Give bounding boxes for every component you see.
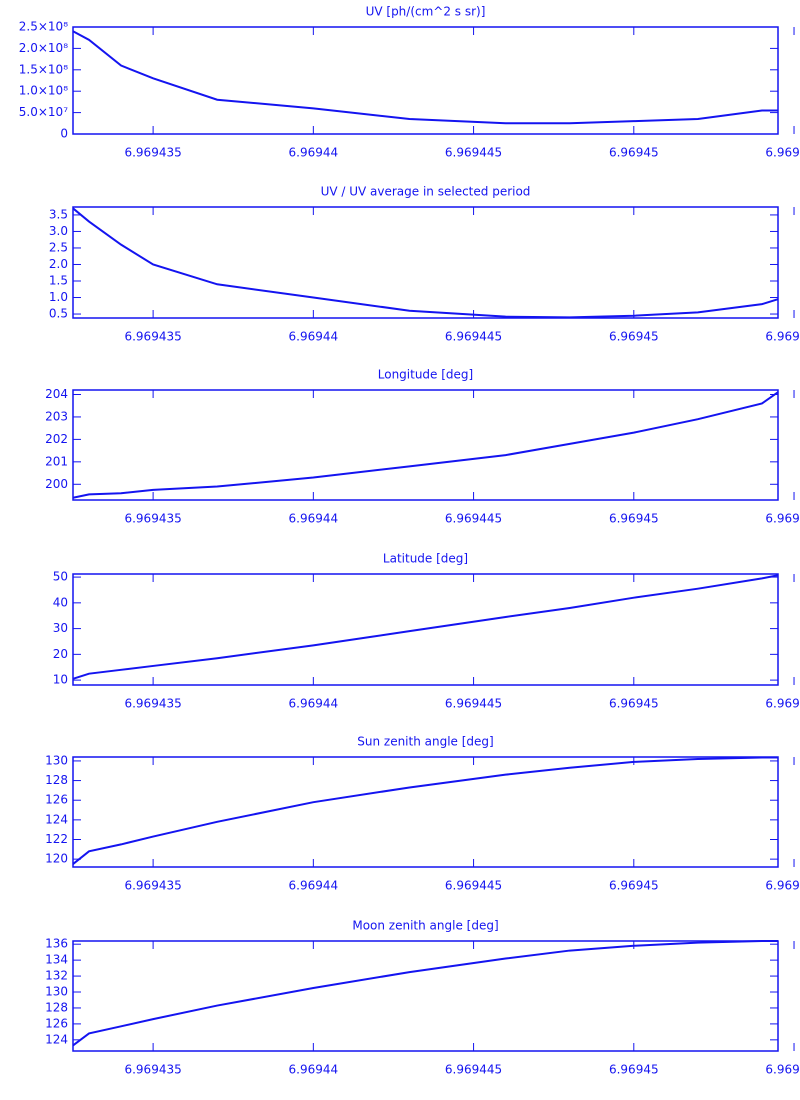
x-tick-label: 6.969435 xyxy=(124,879,181,893)
data-line xyxy=(72,391,779,499)
y-tick-label: 2.5 xyxy=(49,240,68,254)
panel-title: Latitude [deg] xyxy=(383,552,468,566)
panel-title: UV / UV average in selected period xyxy=(321,185,531,199)
x-tick-label: 6.969435 xyxy=(124,1063,181,1077)
x-tick-label: 6.969455 xyxy=(765,512,800,526)
x-tick-label: 6.969455 xyxy=(765,146,800,160)
y-tick-label: 122 xyxy=(45,832,68,846)
x-tick-label: 6.969435 xyxy=(124,146,181,160)
y-tick-label: 3.5 xyxy=(49,207,68,221)
x-tick-label: 6.96945 xyxy=(609,330,659,344)
x-tick-label: 6.969445 xyxy=(445,512,502,526)
y-tick-label: 3.0 xyxy=(49,224,68,238)
panel-title: UV [ph/(cm^2 s sr)] xyxy=(366,5,486,19)
x-tick-label: 6.96944 xyxy=(289,330,339,344)
data-line xyxy=(72,756,778,865)
x-tick-label: 6.96945 xyxy=(609,512,659,526)
y-tick-label: 201 xyxy=(45,454,68,468)
x-tick-label: 6.96944 xyxy=(289,879,339,893)
x-tick-label: 6.969455 xyxy=(765,330,800,344)
y-tick-label: 40 xyxy=(53,595,68,609)
x-tick-label: 6.96945 xyxy=(609,1063,659,1077)
y-tick-label: 124 xyxy=(45,812,68,826)
data-line xyxy=(72,207,779,319)
x-tick-label: 6.96945 xyxy=(609,879,659,893)
x-tick-label: 6.969445 xyxy=(445,146,502,160)
y-tick-label: 128 xyxy=(45,773,68,787)
x-tick-label: 6.969435 xyxy=(124,697,181,711)
x-tick-label: 6.969455 xyxy=(765,879,800,893)
y-tick-label: 120 xyxy=(45,852,68,866)
y-tick-label: 1.5×10⁸ xyxy=(19,62,68,76)
x-tick-label: 6.96944 xyxy=(289,146,339,160)
y-tick-label: 132 xyxy=(45,969,68,983)
data-line xyxy=(72,30,778,125)
plot-frame xyxy=(72,26,779,135)
y-tick-label: 0 xyxy=(60,127,68,141)
plot-frame xyxy=(72,389,779,501)
y-tick-label: 204 xyxy=(45,387,68,401)
data-line xyxy=(72,940,778,1047)
x-tick-label: 6.969455 xyxy=(765,697,800,711)
y-tick-label: 126 xyxy=(45,793,68,807)
y-tick-label: 202 xyxy=(45,432,68,446)
y-tick-label: 2.0 xyxy=(49,257,68,271)
y-tick-label: 124 xyxy=(45,1032,68,1046)
y-tick-label: 5.0×10⁷ xyxy=(19,105,68,119)
panel-title: Moon zenith angle [deg] xyxy=(352,919,498,933)
y-tick-label: 30 xyxy=(53,621,68,635)
y-tick-label: 128 xyxy=(45,1000,68,1014)
y-tick-label: 50 xyxy=(53,570,68,584)
x-tick-label: 6.96945 xyxy=(609,697,659,711)
y-tick-label: 130 xyxy=(45,985,68,999)
x-tick-label: 6.969435 xyxy=(124,512,181,526)
data-line xyxy=(72,574,779,680)
x-tick-label: 6.969445 xyxy=(445,330,502,344)
y-tick-label: 203 xyxy=(45,409,68,423)
panel-title: Longitude [deg] xyxy=(378,368,473,382)
y-tick-label: 1.0×10⁸ xyxy=(19,84,68,98)
y-tick-label: 0.5 xyxy=(49,307,68,321)
x-tick-label: 6.969455 xyxy=(765,1063,800,1077)
y-tick-label: 1.0 xyxy=(49,290,68,304)
x-tick-label: 6.969445 xyxy=(445,1063,502,1077)
x-tick-label: 6.969435 xyxy=(124,330,181,344)
plot-frame xyxy=(72,573,779,686)
y-tick-label: 136 xyxy=(45,937,68,951)
y-tick-label: 20 xyxy=(53,647,68,661)
plot-frame xyxy=(72,756,779,868)
panel-title: Sun zenith angle [deg] xyxy=(357,735,493,749)
y-tick-label: 2.5×10⁸ xyxy=(19,20,68,34)
y-tick-label: 2.0×10⁸ xyxy=(19,41,68,55)
plot-frame xyxy=(72,206,779,319)
y-tick-label: 200 xyxy=(45,477,68,491)
x-tick-label: 6.96944 xyxy=(289,1063,339,1077)
y-tick-label: 1.5 xyxy=(49,274,68,288)
y-tick-label: 126 xyxy=(45,1016,68,1030)
x-tick-label: 6.969445 xyxy=(445,697,502,711)
y-tick-label: 10 xyxy=(53,673,68,687)
y-tick-label: 134 xyxy=(45,953,68,967)
plot-frame xyxy=(72,940,779,1052)
x-tick-label: 6.969445 xyxy=(445,879,502,893)
x-tick-label: 6.96944 xyxy=(289,697,339,711)
x-tick-label: 6.96944 xyxy=(289,512,339,526)
x-tick-label: 6.96945 xyxy=(609,146,659,160)
y-tick-label: 130 xyxy=(45,753,68,767)
